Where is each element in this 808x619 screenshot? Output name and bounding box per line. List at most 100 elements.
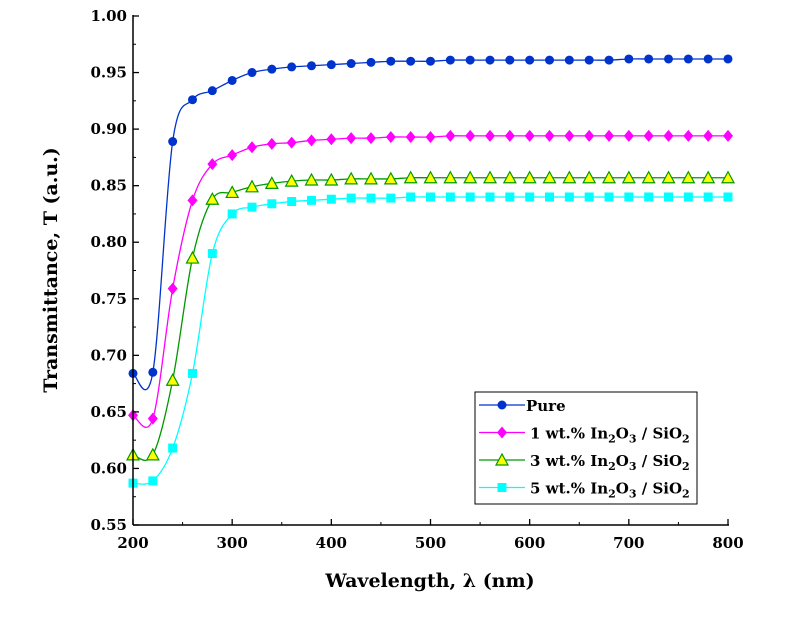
data-point <box>703 54 713 64</box>
x-tick-label: 400 <box>316 534 347 552</box>
data-point <box>485 192 495 202</box>
legend-subscript: 2 <box>608 433 616 446</box>
data-point <box>247 202 257 212</box>
data-point <box>522 170 537 184</box>
plot-area <box>125 54 736 488</box>
legend-item-2: 1 wt.% In2O3 / SiO2 <box>479 425 690 446</box>
data-point <box>445 55 455 65</box>
data-point <box>584 55 594 65</box>
data-point <box>426 192 435 202</box>
data-point <box>306 134 317 147</box>
y-axis-label: Transmittance, T (a.u.) <box>40 147 62 393</box>
y-tick-label: 0.75 <box>90 290 127 308</box>
data-point <box>386 56 396 66</box>
data-point <box>664 54 673 64</box>
data-point <box>244 179 260 193</box>
legend-subscript: 2 <box>608 460 616 473</box>
data-point <box>423 170 438 184</box>
triangle-icon <box>494 452 510 466</box>
y-tick-label: 0.55 <box>90 516 127 534</box>
series-2 <box>128 129 733 428</box>
legend-label-part: O <box>616 452 629 470</box>
data-point <box>363 171 379 185</box>
data-point <box>287 62 297 72</box>
data-point <box>167 282 178 295</box>
data-point <box>681 170 696 184</box>
data-point <box>426 56 435 66</box>
data-point <box>366 193 376 203</box>
data-point <box>663 129 674 142</box>
legend-label-part: / SiO <box>637 452 683 470</box>
legend-label-main: 5 wt.% In <box>530 480 608 498</box>
data-point <box>207 86 217 96</box>
square-icon <box>497 483 507 492</box>
data-point <box>623 129 634 142</box>
legend-item-4: 5 wt.% In2O3 / SiO2 <box>479 480 690 501</box>
data-point <box>247 141 257 154</box>
data-point <box>403 170 418 184</box>
legend-subscript: 2 <box>682 433 690 446</box>
data-point <box>604 55 614 65</box>
data-point <box>227 209 237 219</box>
y-tick-label: 0.95 <box>90 64 127 82</box>
data-point <box>505 192 515 202</box>
data-point <box>465 129 476 142</box>
data-point <box>304 172 319 186</box>
data-point <box>564 192 574 202</box>
data-point <box>644 192 654 202</box>
data-point <box>168 443 178 453</box>
data-point <box>465 192 475 202</box>
data-point <box>723 54 733 64</box>
data-point <box>601 170 617 184</box>
data-point <box>624 192 634 202</box>
legend-label: 5 wt.% In2O3 / SiO2 <box>530 480 690 501</box>
data-point <box>264 176 279 190</box>
series-3 <box>125 170 736 461</box>
y-tick-label: 0.90 <box>90 120 127 138</box>
legend-label-main: 3 wt.% In <box>530 452 608 470</box>
data-point <box>445 129 456 142</box>
data-point <box>147 412 158 425</box>
data-point <box>405 131 416 144</box>
legend-subscript: 2 <box>608 488 616 501</box>
data-point <box>545 55 554 65</box>
data-point <box>287 197 297 207</box>
data-point <box>683 129 694 142</box>
data-point <box>664 192 673 202</box>
data-point <box>525 55 535 65</box>
data-point <box>307 195 316 205</box>
data-point <box>485 55 495 65</box>
data-point <box>661 170 676 184</box>
data-point <box>485 129 495 142</box>
data-point <box>406 192 416 202</box>
legend-label: 3 wt.% In2O3 / SiO2 <box>530 452 690 473</box>
data-point <box>621 170 636 184</box>
legend-label: 1 wt.% In2O3 / SiO2 <box>530 425 690 446</box>
data-point <box>185 250 200 264</box>
data-point <box>545 192 554 202</box>
data-point <box>187 194 198 207</box>
data-point <box>266 137 277 150</box>
x-tick-label: 300 <box>217 534 248 552</box>
data-point <box>188 95 197 105</box>
x-tick-label: 800 <box>712 534 743 552</box>
x-axis-label: Wavelength, λ (nm) <box>324 570 534 592</box>
data-point <box>425 131 436 144</box>
legend-label: Pure <box>526 397 566 415</box>
data-point <box>482 170 498 184</box>
data-point <box>267 199 277 209</box>
legend-subscript: 3 <box>629 433 637 446</box>
data-point <box>644 54 654 64</box>
data-point <box>227 75 237 85</box>
data-point <box>207 249 217 259</box>
data-point <box>267 64 277 74</box>
data-point <box>406 56 416 66</box>
data-point <box>385 131 396 144</box>
data-point <box>247 68 257 78</box>
data-point <box>624 54 634 64</box>
series-1 <box>128 54 733 391</box>
data-point <box>344 171 359 185</box>
data-point <box>701 170 716 184</box>
data-point <box>207 158 218 171</box>
